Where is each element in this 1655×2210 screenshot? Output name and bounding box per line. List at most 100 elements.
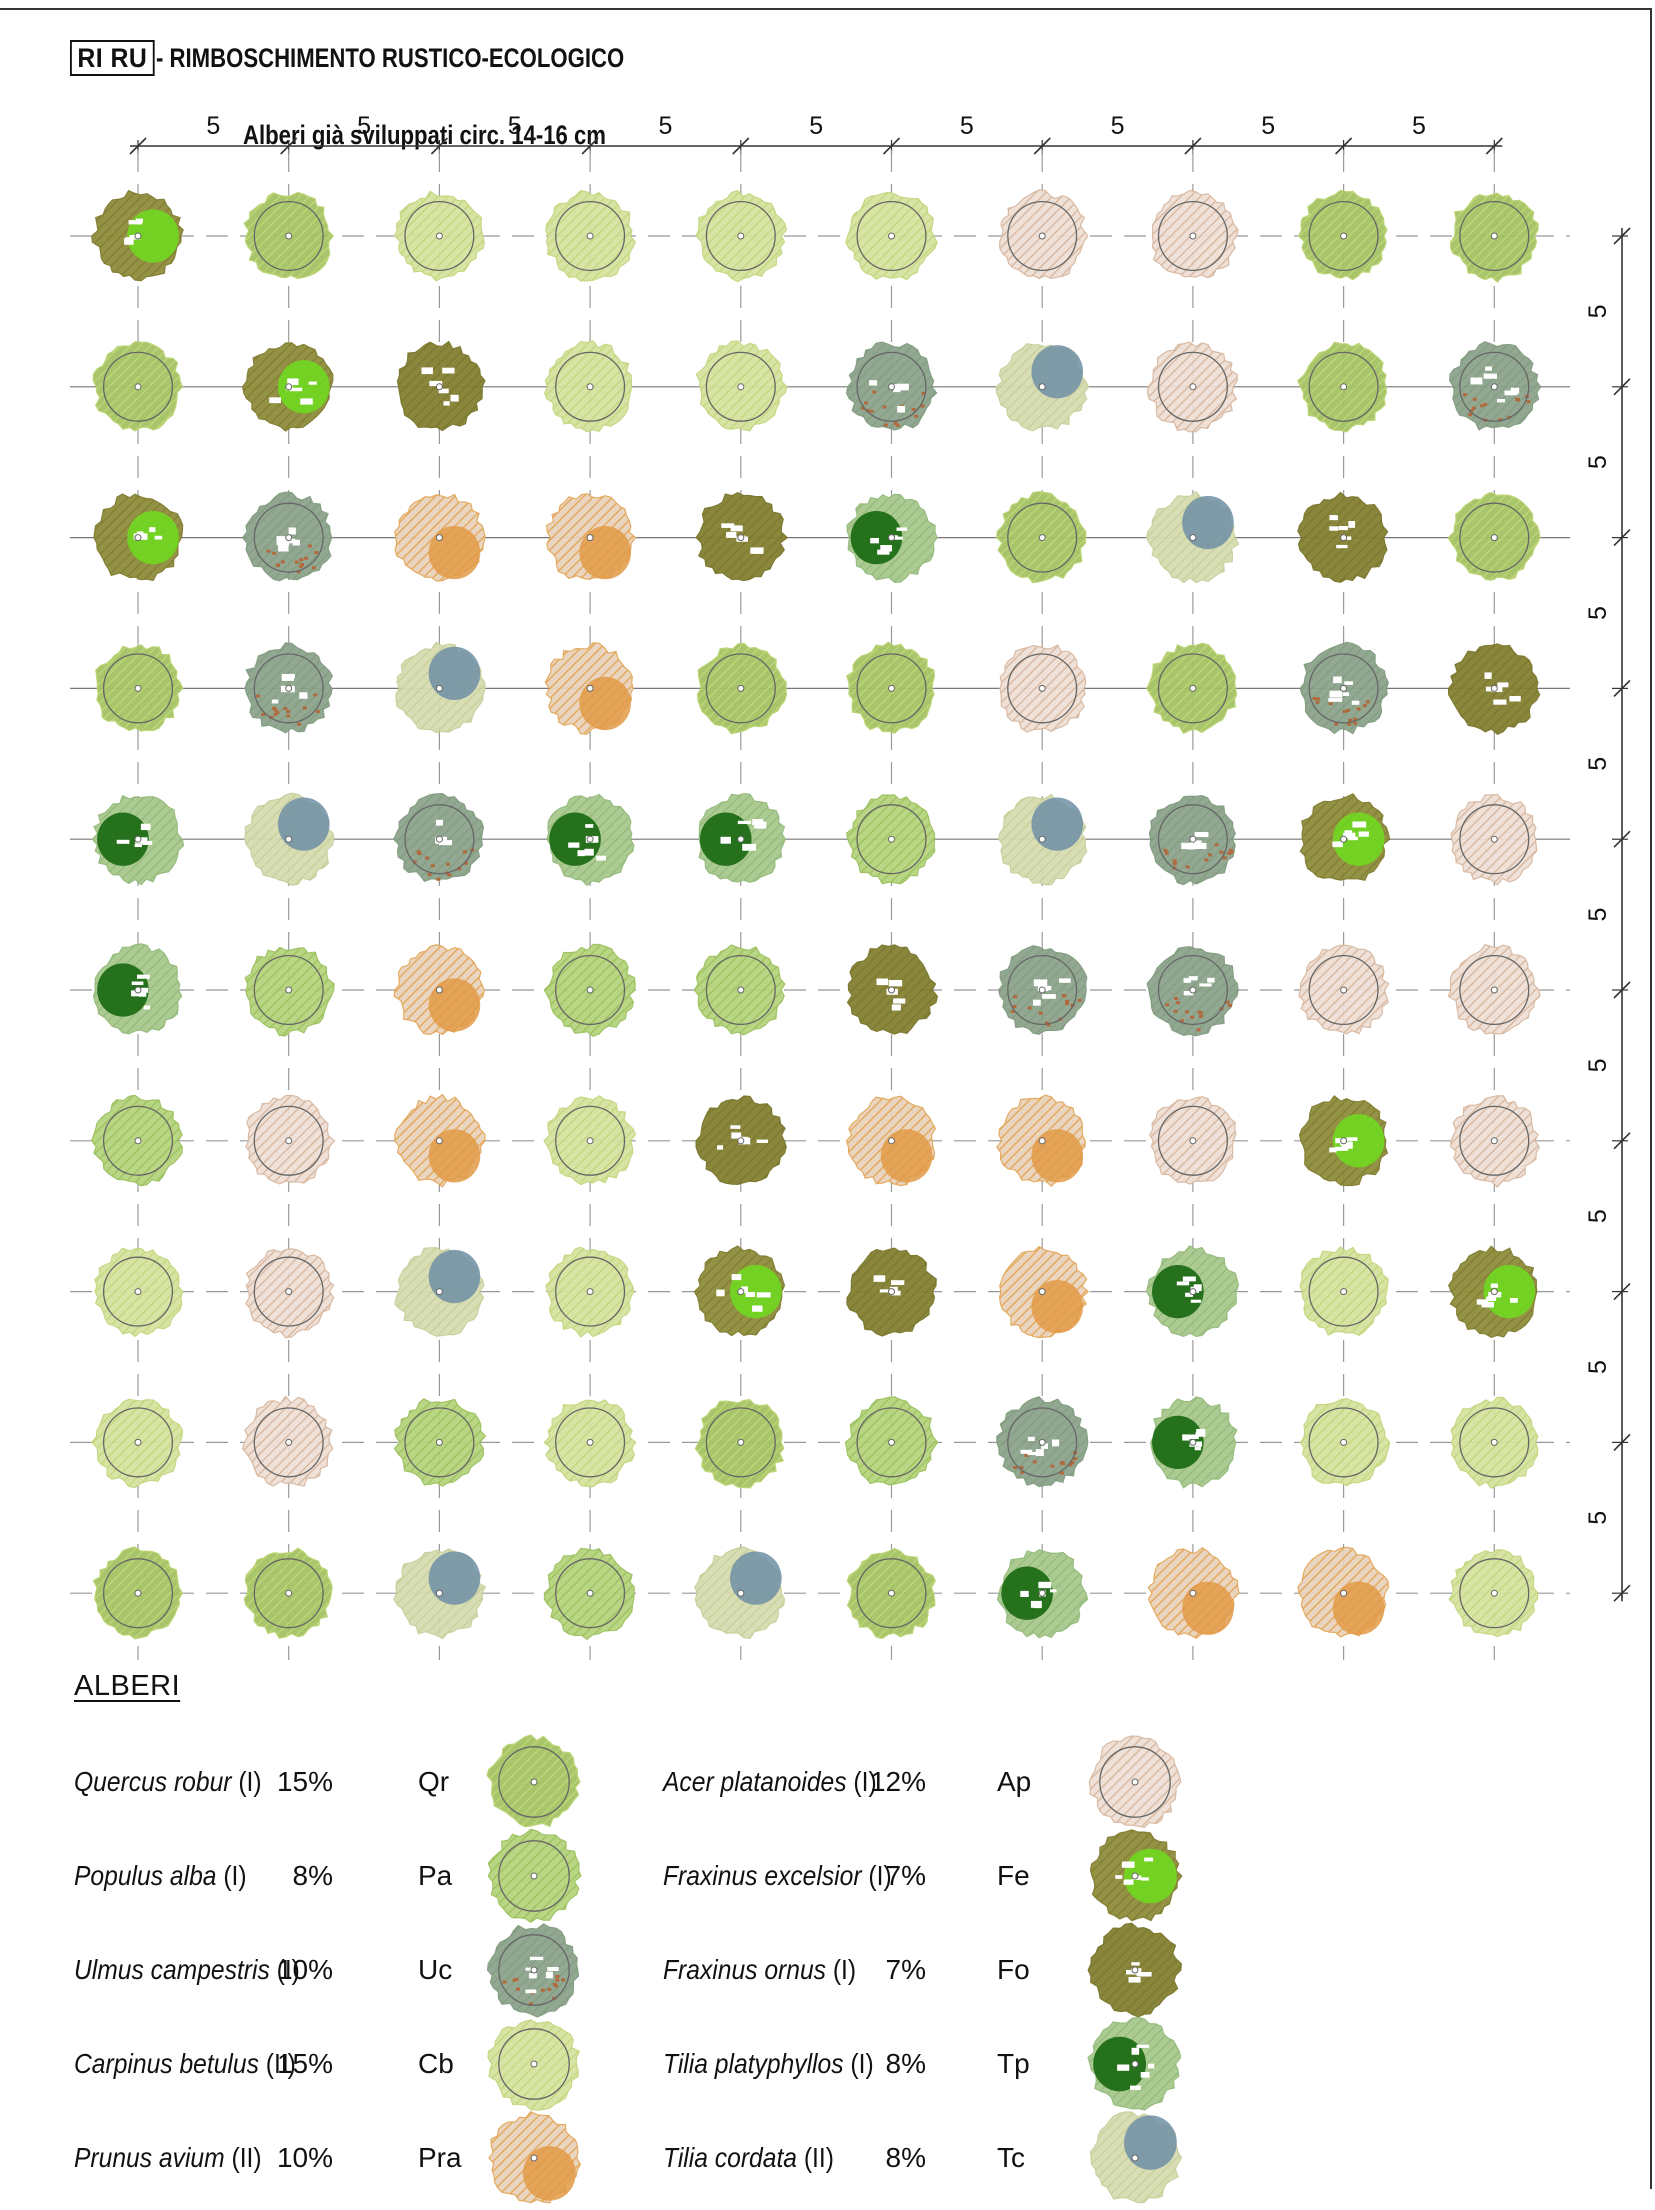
tree-uc (845, 341, 938, 431)
row-spacing-label: 5 (1584, 1511, 1612, 1525)
column-spacing-label: 5 (960, 112, 974, 140)
legend-symbol-ap (1088, 1735, 1182, 1829)
tree-ap (1450, 793, 1538, 886)
canopy-patch (428, 1551, 481, 1605)
tree-pra (544, 642, 634, 735)
tree-fo (1297, 491, 1389, 583)
tree-ap (1149, 1096, 1237, 1185)
tree-pa (693, 944, 786, 1036)
legend-species-code: Uc (418, 1954, 453, 1985)
column-spacing-label: 5 (1412, 112, 1426, 140)
drawing-subtitle: Alberi già sviluppati circ. 14-16 cm (243, 120, 607, 150)
legend-species-name: Carpinus betulus (II) (74, 2048, 296, 2079)
tree-tp (698, 792, 786, 883)
canopy-patch (1332, 812, 1385, 866)
legend-species-name: Tilia cordata (II) (663, 2142, 834, 2173)
tree-fo (1087, 1922, 1182, 2018)
legend-species-name: Fraxinus ornus (I) (663, 1954, 857, 1985)
tree-qr (243, 191, 335, 280)
tree-fe (91, 189, 184, 282)
tree-pa (846, 794, 936, 885)
tree-fe (93, 493, 184, 582)
tree-tc (995, 343, 1090, 432)
tree-fo (846, 1247, 937, 1337)
tree-fe (1089, 1829, 1183, 1922)
tree-cb (543, 1399, 637, 1488)
legend-species-name: Quercus robur (I) (74, 1766, 262, 1797)
tree-qr (1297, 189, 1388, 281)
tree-fo (695, 1095, 787, 1186)
tree-tc (395, 641, 486, 734)
canopy-patch (523, 2146, 576, 2201)
tree-qr (696, 642, 788, 735)
tree-tp (846, 493, 938, 584)
legend-species-name: Populus alba (I) (74, 1860, 247, 1891)
drawing-frame (0, 8, 1652, 2189)
tree-fe (241, 342, 334, 432)
tree-tp (1149, 1396, 1238, 1489)
legend-species-code: Cb (418, 2048, 454, 2079)
tree-qr (1449, 192, 1539, 283)
canopy-patch (730, 1551, 782, 1605)
legend-symbol-cb (487, 2019, 581, 2111)
tree-ap (1298, 944, 1390, 1035)
legend-percentage: 15% (276, 2048, 333, 2079)
tree-cb (94, 1247, 184, 1338)
column-spacing-label: 5 (809, 112, 823, 140)
tree-tp (546, 793, 635, 887)
row-spacing-label: 5 (1584, 1058, 1612, 1072)
canopy-patch (1182, 1581, 1234, 1635)
legend-symbol-tc (1089, 2111, 1183, 2204)
canopy-patch (579, 676, 631, 731)
tree-uc (486, 1923, 580, 2018)
tree-qr (243, 1547, 333, 1639)
column-spacing-label: 5 (206, 112, 220, 140)
tree-uc (996, 1396, 1089, 1488)
canopy-patch (730, 1264, 782, 1319)
tree-qr (92, 1546, 184, 1640)
legend-species-code: Tp (997, 2048, 1030, 2079)
tree-cb (393, 190, 485, 282)
canopy-patch (1031, 1129, 1084, 1183)
dimension-lines: 5 5 5 5 5 5 5 5 5 5 5 5 5 5 5 5 5 5 (129, 112, 1631, 1602)
tree-fe (1298, 1095, 1389, 1187)
drawing-header: RI RU - RIMBOSCHIMENTO RUSTICO-ECOLOGICO… (70, 40, 624, 150)
legend-symbol-uc (486, 1923, 580, 2018)
legend-species-code: Pa (418, 1860, 453, 1891)
row-spacing-label: 5 (1584, 606, 1612, 620)
canopy-patch (428, 1129, 481, 1183)
tree-tc (244, 792, 335, 886)
tree-ap (999, 644, 1087, 733)
canopy-patch (1124, 2115, 1177, 2170)
tree-tc (393, 1548, 487, 1640)
tree-uc (393, 792, 485, 883)
tree-cb (545, 1246, 635, 1338)
canopy-patch (1332, 1114, 1385, 1168)
canopy-patch (1031, 1279, 1084, 1334)
legend-percentage: 8% (885, 2142, 926, 2173)
tree-pra (394, 493, 486, 582)
tree-tc (394, 1246, 485, 1337)
tree-pa (543, 1547, 635, 1641)
legend-percentage: 8% (292, 1860, 333, 1891)
tree-pa (244, 946, 335, 1037)
tree-tp (91, 794, 185, 886)
tree-cb (545, 189, 637, 282)
tree-uc (998, 945, 1088, 1035)
legend-percentage: 7% (885, 1954, 926, 1985)
legend-species-code: Tc (997, 2142, 1025, 2173)
legend-species-code: Ap (997, 1766, 1032, 1797)
tree-tp (1087, 2016, 1182, 2111)
row-spacing-label: 5 (1584, 455, 1612, 469)
tree-qr (95, 643, 184, 732)
zone-code-box: RI RU (70, 40, 155, 76)
legend-percentage: 12% (869, 1766, 926, 1797)
column-spacing-label: 5 (1111, 112, 1125, 140)
legend-percentage: 15% (276, 1766, 333, 1797)
tree-tc (1089, 2111, 1183, 2204)
tree-fe (1299, 793, 1391, 881)
tree-pra (1147, 1547, 1240, 1640)
legend-species-code: Fe (997, 1860, 1030, 1891)
row-spacing-label: 5 (1584, 1209, 1612, 1223)
canopy-patch (127, 510, 179, 565)
